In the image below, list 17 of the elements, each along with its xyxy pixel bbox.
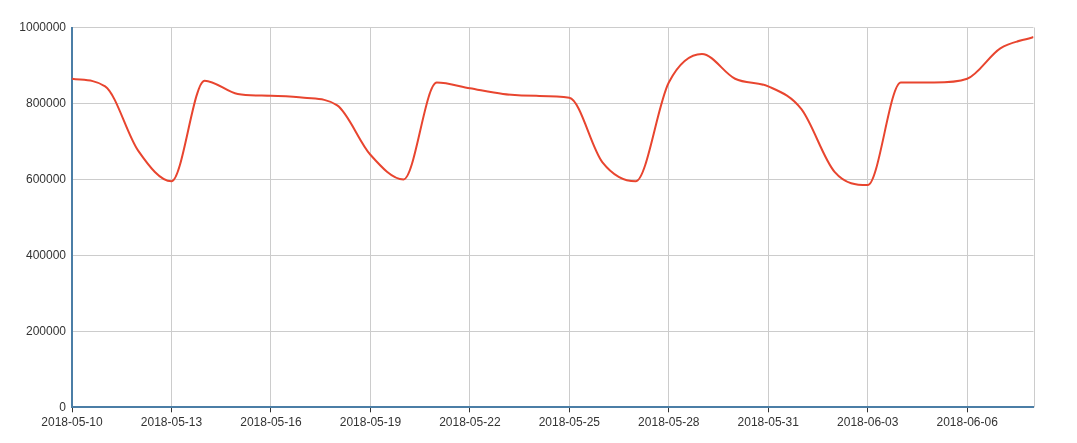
line-series [72,35,1034,187]
x-tick-label: 2018-06-03 [837,414,899,429]
y-tick-label: 0 [59,399,67,414]
x-tick-label: 2018-05-31 [737,414,800,429]
x-tick-label: 2018-05-16 [240,414,302,429]
x-tick-label: 2018-05-25 [538,414,601,429]
y-tick-label: 400000 [25,247,67,262]
x-tick-label: 2018-05-28 [638,414,700,429]
x-tick-label: 2018-05-19 [339,414,402,429]
x-tick-label: 2018-05-10 [41,414,104,429]
y-tick-label: 1000000 [19,19,67,34]
x-tick-label: 2018-06-06 [936,414,999,429]
y-tick-label: 200000 [25,323,67,338]
x-tick-label: 2018-05-22 [439,414,501,429]
y-tick-label: 800000 [25,95,67,110]
y-tick-label: 600000 [25,171,67,186]
x-tick-label: 2018-05-13 [140,414,203,429]
